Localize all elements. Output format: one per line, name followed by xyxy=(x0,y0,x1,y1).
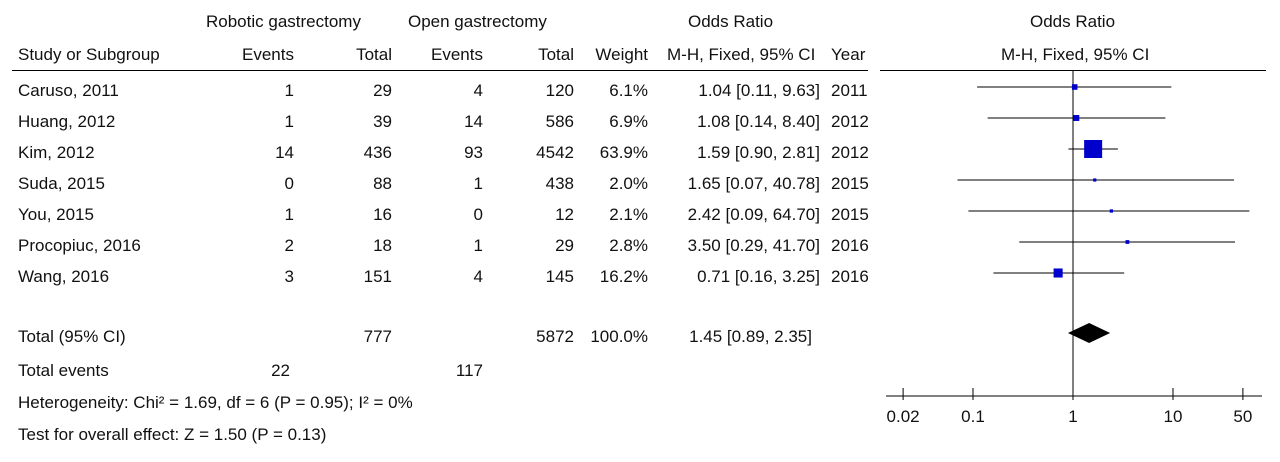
weight: 2.1% xyxy=(609,205,648,224)
x-tick-label: 0.02 xyxy=(887,407,920,426)
study-name: Procopiuc, 2016 xyxy=(18,236,141,255)
study-name: Suda, 2015 xyxy=(18,174,105,193)
study-marker xyxy=(1093,178,1097,182)
method-plot-header: M-H, Fixed, 95% CI xyxy=(1001,45,1150,64)
total2: 29 xyxy=(555,236,574,255)
events1: 1 xyxy=(284,205,294,224)
odds-ratio-ci: 0.71 [0.16, 3.25] xyxy=(697,267,820,286)
study-marker xyxy=(1109,209,1114,213)
study-marker xyxy=(1071,84,1078,90)
odds-ratio-ci: 3.50 [0.29, 41.70] xyxy=(687,236,820,255)
year: 2016 xyxy=(831,236,869,255)
weight: 6.1% xyxy=(609,81,648,100)
total2: 4542 xyxy=(536,143,574,162)
weight: 16.2% xyxy=(599,267,648,286)
events2: 93 xyxy=(464,143,483,162)
total1: 88 xyxy=(373,174,392,193)
events2: 14 xyxy=(464,112,483,131)
year-header: Year xyxy=(831,45,866,64)
odds-ratio-ci: 2.42 [0.09, 64.70] xyxy=(687,205,820,224)
study-name: Huang, 2012 xyxy=(18,112,116,131)
study-column-header: Study or Subgroup xyxy=(18,45,160,64)
group1-header: Robotic gastrectomy xyxy=(206,12,361,31)
or-plot-header: Odds Ratio xyxy=(1030,12,1116,31)
total2-header: Total xyxy=(538,45,574,64)
total2: 438 xyxy=(545,174,574,193)
total-events-label: Total events xyxy=(18,361,109,380)
year: 2015 xyxy=(831,174,869,193)
study-marker xyxy=(1053,268,1063,278)
year: 2015 xyxy=(831,205,869,224)
total-events2: 117 xyxy=(455,361,483,380)
events2: 4 xyxy=(473,81,483,100)
total1: 39 xyxy=(373,112,392,131)
odds-ratio-ci: 1.59 [0.90, 2.81] xyxy=(697,143,820,162)
x-tick-label: 0.1 xyxy=(961,407,985,426)
year: 2011 xyxy=(831,81,868,100)
odds-ratio-ci: 1.65 [0.07, 40.78] xyxy=(687,174,820,193)
total1: 151 xyxy=(363,267,392,286)
events1: 0 xyxy=(284,174,294,193)
total-odds-ratio-ci: 1.45 [0.89, 2.35] xyxy=(689,327,812,346)
study-marker xyxy=(1125,240,1130,244)
study-name: Caruso, 2011 xyxy=(18,81,119,100)
total1: 16 xyxy=(373,205,392,224)
events2: 1 xyxy=(473,174,483,193)
study-marker xyxy=(1073,115,1080,121)
x-tick-label: 1 xyxy=(1068,407,1077,426)
total1: 436 xyxy=(363,143,392,162)
year: 2012 xyxy=(831,143,869,162)
weight: 63.9% xyxy=(599,143,648,162)
study-name: You, 2015 xyxy=(18,205,94,224)
year: 2012 xyxy=(831,112,869,131)
overall-effect-text: Test for overall effect: Z = 1.50 (P = 0… xyxy=(18,425,327,444)
x-tick-label: 50 xyxy=(1233,407,1252,426)
weight: 2.0% xyxy=(609,174,648,193)
pooled-diamond xyxy=(1067,323,1111,343)
total-events1: 22 xyxy=(271,361,290,380)
events1: 1 xyxy=(284,81,294,100)
total1-sum: 777 xyxy=(363,327,392,346)
events1: 3 xyxy=(284,267,294,286)
events1: 1 xyxy=(284,112,294,131)
header-divider xyxy=(12,70,868,71)
study-marker xyxy=(1084,140,1103,158)
group2-header: Open gastrectomy xyxy=(408,12,547,31)
study-name: Kim, 2012 xyxy=(18,143,95,162)
total1: 18 xyxy=(373,236,392,255)
weight: 6.9% xyxy=(609,112,648,131)
events2: 0 xyxy=(473,205,483,224)
odds-ratio-ci: 1.08 [0.14, 8.40] xyxy=(697,112,820,131)
events2: 1 xyxy=(473,236,483,255)
events2: 4 xyxy=(473,267,483,286)
total2: 12 xyxy=(555,205,574,224)
heterogeneity-text: Heterogeneity: Chi² = 1.69, df = 6 (P = … xyxy=(18,393,413,412)
year: 2016 xyxy=(831,267,869,286)
plot-header-divider xyxy=(880,70,1266,71)
odds-ratio-ci: 1.04 [0.11, 9.63] xyxy=(698,81,820,100)
weight: 2.8% xyxy=(609,236,648,255)
events1: 14 xyxy=(275,143,294,162)
method-header: M-H, Fixed, 95% CI xyxy=(667,45,816,64)
total-label: Total (95% CI) xyxy=(18,327,126,346)
total2: 120 xyxy=(545,81,574,100)
x-tick-label: 10 xyxy=(1164,407,1183,426)
events2-header: Events xyxy=(431,45,483,64)
or-column-header: Odds Ratio xyxy=(688,12,774,31)
total2: 145 xyxy=(545,267,574,286)
total2: 586 xyxy=(545,112,574,131)
total1: 29 xyxy=(373,81,392,100)
events1: 2 xyxy=(284,236,294,255)
events1-header: Events xyxy=(242,45,294,64)
total2-sum: 5872 xyxy=(536,327,574,346)
total-weight: 100.0% xyxy=(590,327,648,346)
study-name: Wang, 2016 xyxy=(18,267,110,286)
total1-header: Total xyxy=(356,45,392,64)
weight-header: Weight xyxy=(595,45,648,64)
